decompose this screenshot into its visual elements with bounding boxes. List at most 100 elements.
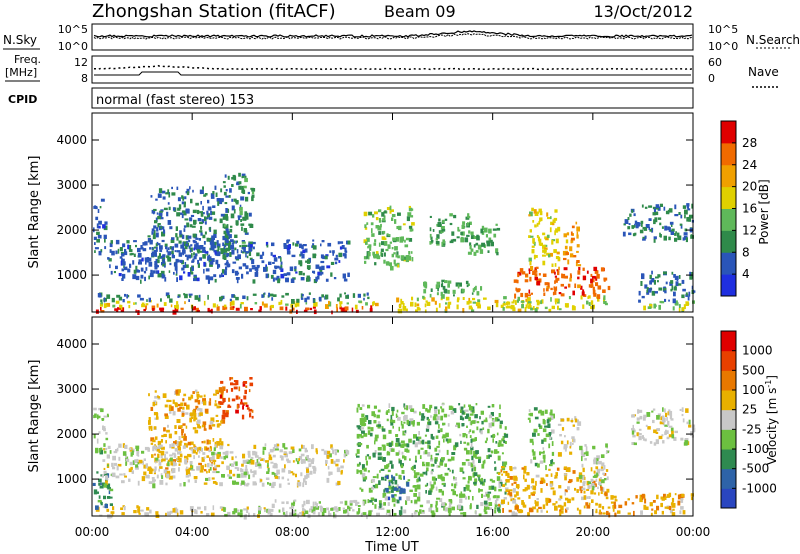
- velocity-cell: [418, 431, 420, 436]
- power-cell: [661, 226, 664, 229]
- velocity-cell: [162, 393, 167, 398]
- power-cell: [595, 276, 598, 281]
- power-cell: [670, 222, 673, 227]
- velocity-cell: [601, 479, 605, 484]
- power-cell: [148, 297, 151, 303]
- power-cell: [255, 270, 259, 275]
- velocity-cell: [613, 505, 617, 509]
- power-cell: [548, 308, 552, 312]
- velocity-cell: [549, 436, 552, 440]
- power-cell: [217, 263, 220, 268]
- velocity-cell: [158, 468, 160, 472]
- velocity-cell: [367, 499, 370, 504]
- power-cell: [517, 271, 522, 276]
- power-cell: [520, 300, 525, 303]
- power-cell: [182, 241, 187, 247]
- velocity-cell: [564, 489, 568, 493]
- power-cell: [456, 299, 460, 303]
- velocity-cell: [530, 459, 533, 464]
- velocity-cell: [365, 415, 369, 420]
- velocity-cell: [496, 498, 499, 501]
- power-cell: [513, 279, 518, 283]
- power-cell: [109, 264, 111, 269]
- velocity-cell: [377, 456, 382, 460]
- velocity-cell: [486, 493, 490, 497]
- velocity-cell: [590, 478, 594, 483]
- power-cell: [95, 206, 98, 210]
- velocity-cell: [435, 418, 438, 423]
- power-cell: [649, 229, 653, 232]
- power-cell: [223, 248, 227, 253]
- velocity-cell: [164, 457, 168, 460]
- velocity-cell: [98, 448, 101, 453]
- power-cell: [207, 238, 211, 242]
- velocity-cell: [153, 479, 156, 482]
- power-cell: [296, 301, 300, 307]
- velocity-cell: [163, 427, 166, 432]
- power-cell: [135, 302, 137, 305]
- velocity-cell: [172, 411, 176, 416]
- power-cell: [135, 265, 138, 270]
- power-cell: [367, 255, 370, 260]
- velocity-cell: [179, 483, 182, 487]
- power-cell: [535, 266, 539, 269]
- velocity-cell: [504, 426, 507, 430]
- velocity-cell: [472, 430, 475, 434]
- power-cell: [140, 274, 144, 279]
- velocity-cell: [244, 468, 248, 473]
- power-cell: [137, 252, 142, 258]
- power-cell: [224, 213, 228, 217]
- velocity-cell: [418, 492, 421, 497]
- velocity-cell: [204, 424, 206, 429]
- power-cell: [181, 210, 185, 214]
- velocity-cell: [454, 442, 459, 447]
- velocity-cell: [160, 439, 163, 443]
- velocity-colorbar-segment: [721, 429, 736, 450]
- velocity-cell: [155, 436, 158, 440]
- velocity-cell: [538, 410, 542, 414]
- velocity-cell: [245, 465, 248, 469]
- velocity-cell: [593, 492, 597, 495]
- velocity-cell: [426, 416, 429, 421]
- velocity-cell: [436, 465, 439, 468]
- velocity-cell: [504, 487, 509, 490]
- power-cell: [148, 261, 153, 267]
- power-cell: [241, 273, 244, 279]
- velocity-cell: [258, 456, 262, 460]
- power-cell: [159, 249, 163, 253]
- velocity-cell: [414, 510, 418, 513]
- velocity-cell: [177, 403, 182, 407]
- velocity-cell: [262, 446, 267, 451]
- power-cell: [176, 236, 179, 241]
- velocity-cell: [215, 482, 218, 485]
- power-cell: [189, 217, 193, 222]
- velocity-cell: [102, 459, 106, 462]
- velocity-cell: [276, 443, 280, 447]
- velocity-cell: [247, 482, 250, 486]
- power-cell: [178, 204, 182, 210]
- power-cell: [246, 296, 249, 301]
- velocity-cell: [343, 453, 346, 458]
- velocity-cell: [499, 404, 501, 410]
- power-cell: [600, 267, 605, 272]
- velocity-cell: [227, 511, 231, 517]
- velocity-cell: [269, 448, 274, 453]
- velocity-cell: [111, 472, 116, 478]
- velocity-cell: [470, 449, 473, 455]
- velocity-cell: [303, 478, 306, 483]
- power-cell: [192, 240, 196, 243]
- power-cell: [251, 267, 256, 270]
- power-cell: [250, 187, 254, 190]
- power-cell: [199, 250, 203, 253]
- power-cell: [175, 233, 178, 238]
- power-cell: [532, 239, 535, 244]
- velocity-cell: [416, 484, 421, 490]
- power-cell: [213, 218, 217, 222]
- power-cell: [399, 236, 402, 240]
- velocity-cell: [613, 501, 616, 506]
- power-cell: [195, 202, 199, 206]
- power-cell: [165, 192, 170, 195]
- velocity-cell: [665, 429, 667, 435]
- power-cell: [328, 300, 330, 305]
- velocity-cell: [209, 398, 212, 402]
